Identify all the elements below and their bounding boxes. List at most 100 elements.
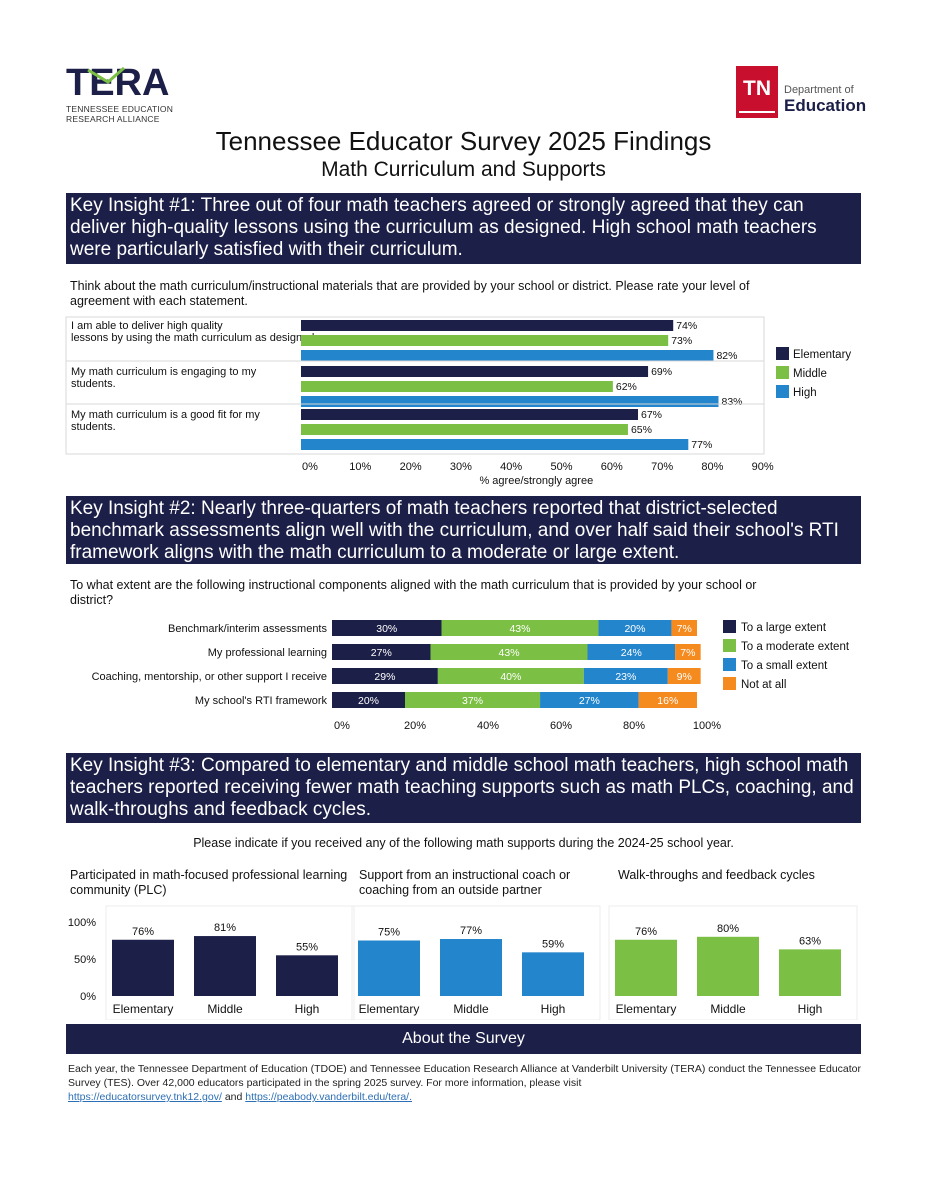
chart2-data-label: 20% [358,695,379,707]
chart2-data-label: 27% [579,695,600,707]
chart3-category-label: Elementary [616,1002,677,1016]
chart1-bar [301,424,628,435]
chart3-data-label: 59% [542,938,564,950]
chart1-agreement-bars: I am able to deliver high qualitylessons… [65,316,851,487]
chart3-bar [779,949,841,996]
chart2-legend-swatch [723,677,736,690]
chart1-legend-label: Elementary [793,349,851,361]
chart2-legend-swatch [723,658,736,671]
key-insight-3: Key Insight #3: Compared to elementary a… [66,753,861,823]
chart2-bar-segment [441,620,599,636]
chart3-category-label: Middle [207,1002,243,1016]
chart3-data-label: 75% [378,927,400,939]
chart3-bar [615,939,677,996]
chart1-category-label: students. [71,421,116,433]
chart2-legend-label: Not at all [741,679,786,691]
chart2-bar-segment [430,644,588,660]
chart2-data-label: 27% [371,647,392,659]
chart2-legend-label: To a large extent [741,622,827,634]
chart2-data-label: 29% [374,671,395,683]
chart2-x-tick: 40% [477,720,499,732]
chart1-bar [301,335,669,346]
chart1-x-tick: 0% [302,461,318,473]
tera-sub1: TENNESSEE EDUCATION [66,104,174,114]
tn-mark: TN [736,66,778,118]
chart1-question: Think about the math curriculum/instruct… [70,279,750,308]
chart1-x-tick: 60% [601,461,623,473]
chart1-bar [301,320,674,331]
chart1-data-label: 65% [631,424,652,436]
chart2-legend-swatch [723,620,736,633]
chart3-y-tick: 100% [68,917,96,929]
chart1-x-tick: 50% [550,461,572,473]
about-heading: About the Survey [402,1030,525,1047]
chart2-question: To what extent are the following instruc… [70,578,757,607]
key-insight-1: Key Insight #1: Three out of four math t… [66,193,861,264]
chart1-data-label: 67% [641,409,662,421]
chart3-category-label: Middle [453,1002,489,1016]
chart3-data-label: 76% [132,926,154,938]
mini-chart-plc-title: Participated in math-focused professiona… [70,868,348,897]
chart3-panel-frame [105,905,355,1020]
chart2-bar-segment [332,692,405,708]
chart3-category-label: Elementary [359,1002,420,1016]
chart1-bar [301,409,639,420]
chart2-legend-label: To a moderate extent [741,641,850,653]
chart3-bar [358,940,420,996]
chart1-data-label: 74% [676,320,697,332]
chart2-bar-segment [671,620,697,636]
chart2-x-tick: 20% [404,720,426,732]
chart1-frame [65,316,765,455]
tn-dept-text: Department of [784,84,854,96]
chart1-x-tick: 70% [651,461,673,473]
chart1-bar [301,396,719,407]
chart1-data-label: 62% [616,381,637,393]
chart1-x-tick: 10% [349,461,371,473]
chart1-data-label: 83% [721,396,742,408]
survey-link[interactable]: https://educatorsurvey.tnk12.gov/ [68,1091,222,1103]
mini-chart-walkthrough-title: Walk-throughs and feedback cycles [618,868,815,882]
chart2-bar-segment [332,620,442,636]
chart2-data-label: 40% [500,671,521,683]
chart2-category-label: Coaching, mentorship, or other support I… [92,671,327,683]
chart2-data-label: 16% [657,695,678,707]
chart3-data-label: 55% [296,941,318,953]
supports-question: Please indicate if you received any of t… [193,836,734,850]
chart3-bar [112,939,174,996]
chart2-data-label: 37% [462,695,483,707]
about-header: About the Survey [66,1024,861,1054]
chart2-data-label: 30% [376,623,397,635]
chart2-bar-segment [332,668,438,684]
chart3-bar [440,939,502,996]
chart1-x-tick: 20% [400,461,422,473]
chart2-bar-segment [667,668,701,684]
chart2-data-label: 20% [624,623,645,635]
chart1-category-label: I am able to deliver high quality [71,320,223,332]
chart3-panel-frame [351,905,601,1020]
chart1-data-label: 69% [651,366,672,378]
chart1-category-label: lessons by using the math curriculum as … [71,332,317,344]
mini-chart-coach-title: Support from an instructional coach or c… [359,868,571,897]
chart1-category-label: My math curriculum is engaging to my [71,366,257,378]
chart2-x-tick: 80% [623,720,645,732]
tera-wordmark-icon: TERA [66,62,169,104]
chart2-data-label: 43% [509,623,530,635]
chart1-bar [301,381,613,392]
tera-link[interactable]: https://peabody.vanderbilt.edu/tera/. [245,1091,413,1103]
chart3-panel-frame [608,905,858,1020]
chart1-data-label: 82% [716,350,737,362]
chart1-legend-swatch [776,366,789,379]
chart3-category-label: Elementary [113,1002,174,1016]
chart1-x-axis-label: % agree/strongly agree [479,475,593,487]
tn-doe-logo: TN Department of Education [736,66,866,118]
chart3-data-label: 80% [717,923,739,935]
chart2-alignment-stacked-bars: Benchmark/interim assessments 30% 43% 20% 7%… [92,620,850,732]
chart2-category-label: My professional learning [208,647,327,659]
chart2-legend-label: To a small extent [741,660,828,672]
chart3-category-label: High [295,1002,320,1016]
tera-sub2: RESEARCH ALLIANCE [66,114,160,124]
chart2-data-label: 9% [677,671,692,683]
chart2-x-tick: 100% [693,720,721,732]
chart1-x-tick: 40% [500,461,522,473]
chart1-x-tick: 90% [752,461,774,473]
